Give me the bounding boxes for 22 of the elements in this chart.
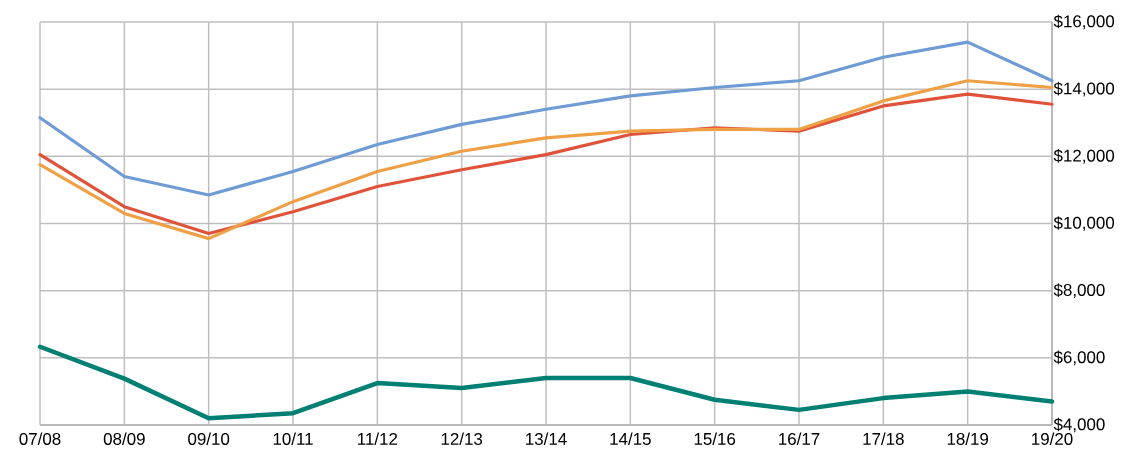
x-tick-label: 11/12 [358,432,398,445]
x-tick-label: 09/10 [188,432,230,445]
y-tick-label: $16,000 [1053,14,1115,30]
line-series [37,344,1055,421]
y-tick-label: $8,000 [1053,283,1105,299]
x-tick-label: 10/11 [273,432,313,445]
line-series [38,40,1054,197]
x-tick-label: 07/08 [19,432,61,445]
x-tick-label: 15/16 [694,432,736,445]
y-tick-label: $4,000 [1053,417,1105,433]
y-tick-label: $6,000 [1053,350,1105,366]
x-tick-label: 16/17 [779,432,820,445]
x-tick-label: 13/14 [526,432,567,445]
y-tick-label: $12,000 [1053,148,1115,164]
x-tick-label: 17/18 [863,432,904,445]
y-tick-label: $10,000 [1053,216,1115,231]
x-tick-label: 14/15 [610,432,651,445]
x-tick-label: 08/09 [103,432,145,445]
y-tick-label: $14,000 [1053,81,1115,97]
x-tick-label: 19/20 [1032,432,1073,445]
x-tick-label: 18/19 [947,432,989,445]
x-tick-label: 12/13 [441,432,483,445]
